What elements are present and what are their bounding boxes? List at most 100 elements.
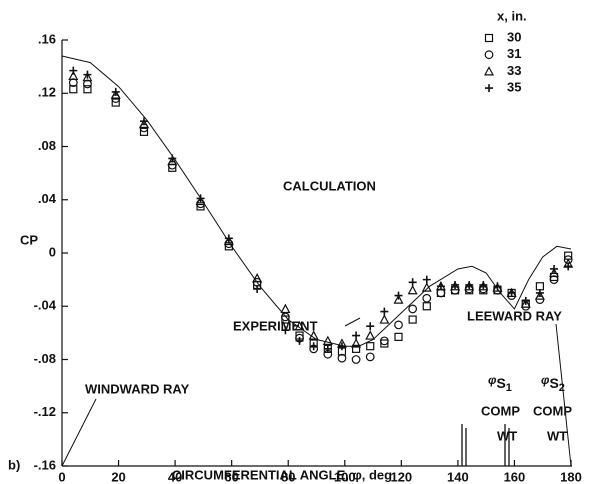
marker-square bbox=[366, 342, 375, 351]
marker-triangle bbox=[322, 335, 333, 345]
phi-symbol: φ bbox=[541, 373, 550, 387]
marker-triangle bbox=[379, 314, 390, 324]
phi-sub: S bbox=[549, 375, 558, 391]
marker-square bbox=[535, 282, 544, 291]
annotation: LEEWARD RAY bbox=[467, 308, 562, 323]
marker-circle bbox=[365, 352, 375, 362]
annotation: WT bbox=[547, 428, 567, 443]
annotation: EXPERIMENT bbox=[233, 318, 318, 333]
x-tick-label: 140 bbox=[447, 469, 469, 484]
marker-triangle bbox=[223, 235, 234, 246]
marker-triangle bbox=[280, 303, 291, 314]
y-axis-label: CP bbox=[20, 232, 38, 247]
marker-circle bbox=[68, 78, 78, 87]
marker-triangle bbox=[393, 294, 404, 304]
x-tick-label: 180 bbox=[560, 469, 582, 484]
x-tick-label: 100 bbox=[334, 469, 356, 484]
x-tick-label: 40 bbox=[168, 469, 182, 484]
y-tick-label: -.12 bbox=[34, 404, 56, 419]
marker-plus bbox=[111, 87, 120, 96]
marker-plus bbox=[253, 284, 262, 293]
marker-triangle bbox=[450, 281, 461, 291]
marker-plus bbox=[140, 117, 149, 126]
marker-plus bbox=[507, 288, 516, 297]
marker-circle bbox=[484, 50, 494, 60]
marker-circle bbox=[394, 320, 403, 330]
marker-triangle bbox=[421, 282, 432, 292]
marker-square bbox=[139, 127, 149, 136]
y-tick-label: 0 bbox=[49, 244, 56, 259]
legend-label: 31 bbox=[507, 46, 521, 61]
x-tick-label: 60 bbox=[224, 469, 238, 484]
y-tick-label: -.16 bbox=[34, 457, 56, 472]
marker-plus bbox=[69, 66, 78, 75]
marker-plus bbox=[436, 282, 445, 291]
marker-plus bbox=[366, 322, 375, 331]
marker-triangle bbox=[294, 320, 305, 331]
x-tick-label: 120 bbox=[390, 469, 412, 484]
marker-square bbox=[394, 332, 403, 341]
y-tick-label: .12 bbox=[38, 85, 56, 100]
marker-plus bbox=[323, 344, 332, 353]
annotation: WINDWARD RAY bbox=[85, 381, 190, 396]
marker-plus bbox=[493, 282, 502, 291]
marker-plus bbox=[465, 280, 474, 289]
marker-triangle bbox=[407, 285, 418, 295]
y-tick-label: .04 bbox=[38, 191, 57, 206]
legend-label: 30 bbox=[507, 29, 521, 44]
marker-square bbox=[484, 33, 494, 43]
marker-plus bbox=[337, 342, 346, 351]
marker-triangle bbox=[478, 281, 489, 291]
marker-circle bbox=[422, 293, 432, 303]
annotation: COMP bbox=[481, 403, 520, 418]
curve-label: CALCULATION bbox=[283, 178, 376, 193]
marker-triangle bbox=[351, 338, 362, 348]
phi-label: φS2 bbox=[541, 373, 565, 394]
marker-plus bbox=[451, 280, 460, 289]
marker-triangle bbox=[252, 273, 263, 283]
marker-square bbox=[351, 344, 361, 353]
marker-triangle bbox=[492, 282, 503, 292]
marker-square bbox=[422, 302, 431, 311]
marker-circle bbox=[280, 312, 290, 322]
marker-plus bbox=[521, 296, 530, 305]
marker-plus bbox=[281, 326, 290, 335]
marker-circle bbox=[351, 355, 361, 364]
marker-plus bbox=[309, 342, 318, 351]
marker-circle bbox=[337, 353, 347, 363]
marker-plus bbox=[168, 154, 177, 163]
phi-symbol: φ bbox=[488, 373, 497, 387]
marker-plus bbox=[564, 262, 573, 271]
marker-circle bbox=[379, 336, 389, 346]
legend-title: x, in. bbox=[497, 8, 527, 23]
marker-triangle bbox=[139, 118, 150, 128]
leader-line bbox=[555, 323, 572, 467]
phi-subsub: 1 bbox=[506, 382, 512, 394]
x-axis-label: CIRCUMFERENTIAL ANGLE, φ, deg bbox=[172, 467, 392, 482]
x-tick-label: 160 bbox=[504, 469, 526, 484]
marker-triangle bbox=[308, 330, 319, 340]
marker-triangle bbox=[167, 155, 178, 166]
marker-circle bbox=[83, 79, 92, 89]
marker-plus bbox=[550, 264, 559, 273]
marker-plus bbox=[295, 336, 304, 345]
marker-plus bbox=[408, 278, 417, 287]
marker-plus bbox=[422, 275, 431, 284]
marker-plus bbox=[352, 331, 361, 340]
legend-label: 33 bbox=[507, 63, 521, 78]
leader-line bbox=[61, 398, 97, 467]
marker-plus bbox=[224, 234, 233, 243]
marker-plus bbox=[479, 280, 488, 289]
annotation: COMP bbox=[533, 403, 572, 418]
marker-triangle bbox=[534, 290, 545, 300]
phi-subsub: 2 bbox=[559, 382, 565, 394]
x-tick-label: 0 bbox=[58, 469, 65, 484]
legend-label: 35 bbox=[507, 80, 521, 95]
marker-plus bbox=[380, 307, 389, 316]
marker-triangle bbox=[549, 267, 560, 278]
separation-ticks bbox=[461, 424, 510, 466]
marker-plus bbox=[196, 194, 205, 203]
leader-line bbox=[344, 317, 361, 327]
panel-label: b) bbox=[8, 457, 20, 472]
marker-square bbox=[408, 315, 417, 324]
